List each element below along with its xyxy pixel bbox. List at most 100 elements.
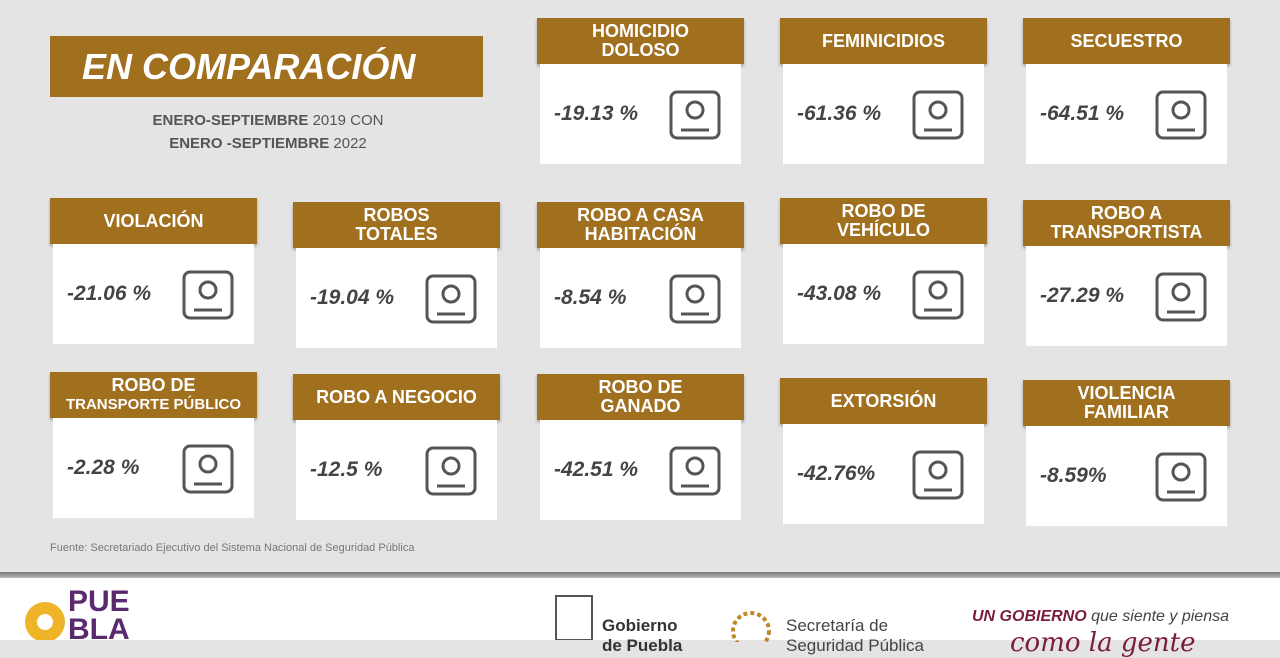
card-value: -8.59% <box>1040 464 1107 487</box>
card-icon <box>1155 272 1207 322</box>
card-header: ROBO DE VEHÍCULO <box>780 198 987 244</box>
card-header: ROBO DE TRANSPORTE PÚBLICO <box>50 372 257 418</box>
card-body: -19.04 % <box>296 248 497 348</box>
card: ROBO DE VEHÍCULO -43.08 % <box>780 198 987 344</box>
card-title-line: ROBO DE <box>841 201 926 221</box>
card-body: -21.06 % <box>53 244 254 344</box>
card-title-line: TRANSPORTISTA <box>1050 222 1203 242</box>
card: ROBOS TOTALES -19.04 % <box>293 202 500 348</box>
card-value: -42.76% <box>797 462 876 485</box>
card-title-line: ROBO DE <box>598 377 683 397</box>
card-value: -42.51 % <box>554 458 639 481</box>
card: EXTORSIÓN -42.76% <box>780 378 987 524</box>
card-icon <box>912 270 964 320</box>
card-title-line: EXTORSIÓN <box>830 390 937 411</box>
subtitle-bold: ENERO -SEPTIEMBRE <box>169 135 330 152</box>
card-title-line: FAMILIAR <box>1084 402 1169 422</box>
card-header: ROBO A TRANSPORTISTA <box>1023 200 1230 246</box>
card-header: ROBO A CASA HABITACIÓN <box>537 202 744 248</box>
card-header: ROBOS TOTALES <box>293 202 500 248</box>
card-title-line: DOLOSO <box>601 40 680 60</box>
card-icon <box>669 446 721 496</box>
title: EN COMPARACIÓN <box>50 36 483 97</box>
slogan-line2: como la gente <box>1010 628 1196 658</box>
card-header: ROBO DE GANADO <box>537 374 744 420</box>
card-value: -43.08 % <box>797 282 882 305</box>
card-header: SECUESTRO <box>1023 18 1230 64</box>
card-value: -19.13 % <box>554 102 639 125</box>
card-header: VIOLACIÓN <box>50 198 257 244</box>
slogan-rest: que siente y piensa <box>1086 608 1229 625</box>
subtitle-line: ENERO -SEPTIEMBRE 2022 <box>118 135 418 152</box>
card-title-line: ROBO A CASA <box>577 205 704 225</box>
card-icon <box>182 444 234 494</box>
card: ROBO A CASA HABITACIÓN -8.54 % <box>537 202 744 348</box>
subtitle-line: ENERO-SEPTIEMBRE 2019 CON <box>118 112 418 129</box>
card-value: -21.06 % <box>67 282 152 305</box>
card-icon <box>912 90 964 140</box>
ssp-logo: Secretaría de Seguridad Pública <box>786 616 924 656</box>
logo-text: Seguridad Pública <box>786 636 924 655</box>
card-body: -8.54 % <box>540 248 741 348</box>
card-icon <box>425 446 477 496</box>
card-body: -64.51 % <box>1026 64 1227 164</box>
card-icon <box>669 274 721 324</box>
card-title-line: GANADO <box>600 396 681 416</box>
card-value: -2.28 % <box>67 456 140 479</box>
card-body: -12.5 % <box>296 420 497 520</box>
card-header: FEMINICIDIOS <box>780 18 987 64</box>
card-body: -42.76% <box>783 424 984 524</box>
logo-text: Secretaría de <box>786 616 889 635</box>
card-title-line: VIOLACIÓN <box>103 210 204 231</box>
card-icon <box>1155 90 1207 140</box>
puebla-flower <box>25 602 65 640</box>
logo-text: PUE <box>68 585 130 618</box>
card-icon <box>1155 452 1207 502</box>
card-title-line: SECUESTRO <box>1070 30 1183 51</box>
card-title-line: ROBO A <box>1090 203 1163 223</box>
card-body: -61.36 % <box>783 64 984 164</box>
card: ROBO A TRANSPORTISTA -27.29 % <box>1023 200 1230 346</box>
source: Fuente: Secretariado Ejecutivo del Siste… <box>50 542 415 554</box>
card-title-line: VIOLENCIA <box>1077 383 1176 403</box>
card-title-line: HOMICIDIO <box>592 21 689 41</box>
card-title-line: HABITACIÓN <box>584 224 697 244</box>
card-icon <box>912 450 964 500</box>
card-body: -43.08 % <box>783 244 984 344</box>
card-title-line: VEHÍCULO <box>836 220 930 240</box>
card-header: ROBO A NEGOCIO <box>293 374 500 420</box>
card-icon <box>425 274 477 324</box>
card: ROBO DE TRANSPORTE PÚBLICO -2.28 % <box>50 372 257 518</box>
logo-text: de Puebla <box>602 636 683 655</box>
card: VIOLENCIA FAMILIAR -8.59% <box>1023 380 1230 526</box>
card: ROBO DE GANADO -42.51 % <box>537 374 744 520</box>
card-icon <box>669 90 721 140</box>
card: HOMICIDIO DOLOSO -19.13 % <box>537 18 744 164</box>
puebla-logo: PUE BLA <box>68 585 130 645</box>
separator <box>0 572 1280 578</box>
card: FEMINICIDIOS -61.36 % <box>780 18 987 164</box>
card-title-line: ROBO DE <box>111 375 196 395</box>
card-body: -42.51 % <box>540 420 741 520</box>
card-value: -27.29 % <box>1040 284 1125 307</box>
card-value: -12.5 % <box>310 458 383 481</box>
card-value: -61.36 % <box>797 102 882 125</box>
card-value: -19.04 % <box>310 286 395 309</box>
subtitle-rest: 2019 CON <box>308 112 384 129</box>
card-header: HOMICIDIO DOLOSO <box>537 18 744 64</box>
card-header: EXTORSIÓN <box>780 378 987 424</box>
card-title-line: TRANSPORTE PÚBLICO <box>65 396 241 413</box>
card: VIOLACIÓN -21.06 % <box>50 198 257 344</box>
footer: PUE BLA Gobierno de Puebla Secretaría de Se… <box>0 578 1280 658</box>
gobierno-emblem <box>555 595 593 640</box>
slogan: UN GOBIERNO que siente y piensa <box>972 608 1229 626</box>
subtitle-bold: ENERO-SEPTIEMBRE <box>152 112 309 129</box>
card-value: -8.54 % <box>554 286 627 309</box>
card-body: -2.28 % <box>53 418 254 518</box>
card-title-line: TOTALES <box>355 224 438 244</box>
card-value: -64.51 % <box>1040 102 1125 125</box>
card-body: -19.13 % <box>540 64 741 164</box>
card-title-line: ROBO A NEGOCIO <box>316 386 477 407</box>
slogan-bold: UN GOBIERNO <box>972 608 1087 625</box>
subtitle-rest: 2022 <box>329 135 367 152</box>
